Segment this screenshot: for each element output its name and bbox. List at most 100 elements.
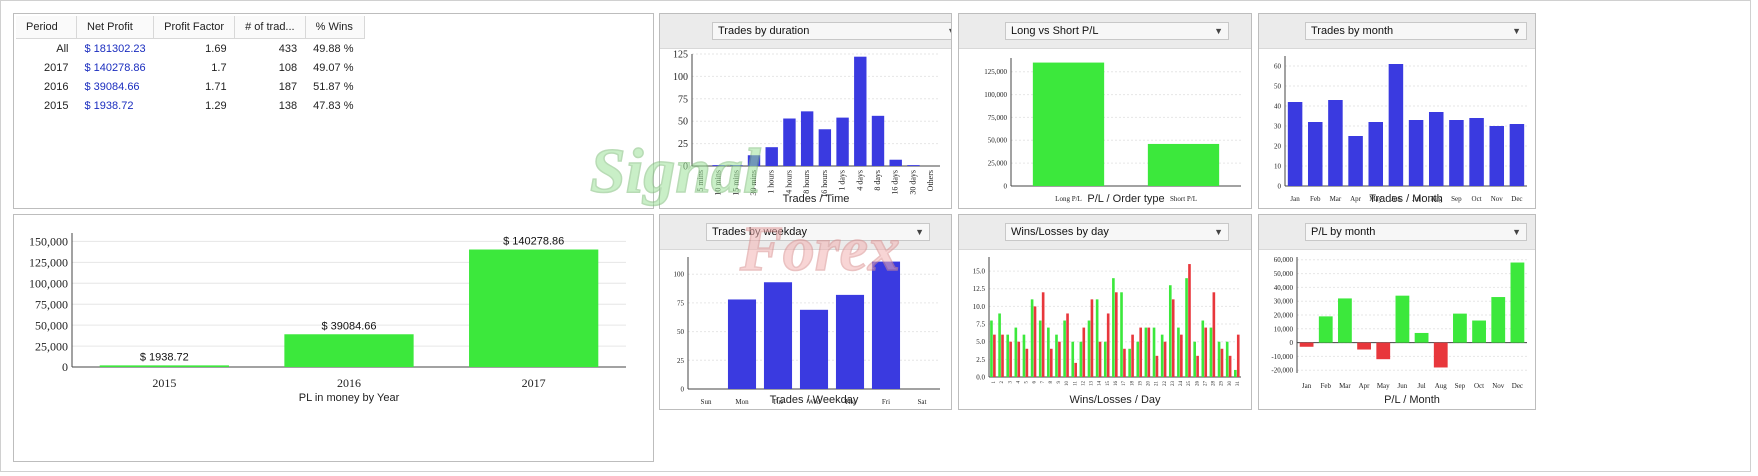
cell-period: All [56, 42, 69, 55]
x-tick-label: 2015 [152, 376, 176, 390]
dropdown-arrow-icon: ▼ [947, 23, 951, 39]
bar-loss [1033, 306, 1037, 377]
bar-loss [1025, 348, 1029, 377]
y-tick-label: 50 [677, 328, 685, 336]
x-tick-label: Sep [1455, 382, 1466, 390]
bar [1509, 124, 1525, 186]
x-tick-label: 5 [1025, 381, 1030, 384]
panel-header: Trades by weekday ▼ [660, 215, 951, 250]
chart-type-dropdown[interactable]: Trades by month ▼ [1305, 22, 1527, 40]
x-tick-label: May [1369, 195, 1382, 203]
x-tick-label: Wed [808, 398, 821, 406]
x-tick-label: 24 [1179, 381, 1184, 387]
chart-type-dropdown[interactable]: Trades by duration ▼ [712, 22, 951, 40]
y-tick-label: 75 [678, 94, 688, 105]
x-tick-label: Sat [918, 398, 927, 406]
cell-wins: 47.83 % [313, 99, 354, 112]
bar-win [1160, 334, 1164, 377]
dropdown-label: Wins/Losses by day [1011, 226, 1109, 238]
chart-type-dropdown[interactable]: Trades by weekday ▼ [706, 223, 930, 241]
bar-win [1006, 334, 1010, 377]
header-net-profit[interactable]: Net Profit [76, 16, 155, 39]
cell-wins: 49.88 % [313, 42, 354, 55]
cell-net-profit: $ 140278.86 [84, 61, 146, 74]
bar-win [1234, 369, 1237, 377]
bar-win [1112, 278, 1115, 377]
dropdown-arrow-icon: ▼ [915, 227, 924, 237]
cell-trades: 108 [278, 61, 298, 74]
bar-loss [1188, 264, 1191, 377]
y-tick-label: 125 [673, 50, 688, 61]
x-tick-label: 4 hours [784, 170, 793, 194]
bar-win [1103, 341, 1107, 377]
header-profit-factor[interactable]: Profit Factor [153, 16, 236, 39]
chart-type-dropdown[interactable]: Wins/Losses by day ▼ [1005, 223, 1229, 241]
y-tick-label: 60,000 [1274, 256, 1294, 264]
bar [1318, 316, 1333, 343]
bar [907, 165, 920, 166]
dropdown-arrow-icon: ▼ [1512, 227, 1521, 237]
y-tick-label: 40,000 [1274, 284, 1294, 292]
y-tick-label: 30 [1274, 122, 1282, 130]
bar [836, 117, 849, 166]
x-tick-label: 5 mins [696, 170, 705, 192]
x-tick-label: Nov [1492, 382, 1505, 390]
x-tick-label: 14 [1098, 381, 1103, 387]
y-tick-label: 0 [1004, 182, 1008, 190]
bar-loss [1155, 355, 1159, 377]
panel-header: P/L by month ▼ [1259, 215, 1535, 250]
panel-header: Trades by month ▼ [1259, 14, 1535, 49]
x-tick-label: 27 [1203, 381, 1208, 387]
header-period[interactable]: Period [16, 16, 77, 39]
y-tick-label: 100,000 [29, 276, 68, 290]
x-tick-label: Short P/L [1170, 195, 1197, 203]
data-label: $ 1938.72 [140, 351, 189, 363]
bar [1433, 342, 1448, 368]
y-tick-label: 20 [1274, 142, 1282, 150]
dropdown-label: Trades by weekday [712, 226, 807, 238]
x-tick-label: 28 [1212, 381, 1217, 387]
table-row[interactable]: 2015 $ 1938.72 1.29 138 47.83 % [16, 96, 364, 115]
bar [799, 309, 829, 389]
bar-loss [1009, 341, 1012, 377]
chart-type-dropdown[interactable]: P/L by month ▼ [1305, 223, 1527, 241]
bar-loss [1163, 341, 1167, 377]
cell-profit-factor: 1.71 [205, 80, 227, 93]
bar-win [1225, 341, 1229, 377]
y-tick-label: 50 [1274, 82, 1282, 90]
x-tick-label: Apr [1359, 382, 1371, 390]
x-tick-label: 16 [1114, 381, 1119, 387]
y-tick-label: 0.0 [976, 373, 985, 381]
y-tick-label: 50,000 [988, 137, 1008, 145]
bar-loss [1147, 327, 1151, 377]
bar [1428, 112, 1444, 186]
y-tick-label: 75,000 [35, 297, 68, 311]
bar-loss [1139, 327, 1143, 377]
x-tick-label: Thu [844, 398, 856, 406]
bar-loss [1066, 313, 1069, 377]
dropdown-label: Trades by duration [718, 25, 810, 37]
x-tick-label: 18 [1130, 381, 1135, 387]
bar [1510, 262, 1525, 343]
y-tick-label: 125,000 [29, 256, 68, 270]
bar-win [1144, 327, 1148, 377]
chart-title: Trades / Month [1369, 193, 1443, 205]
cell-trades: 138 [278, 99, 298, 112]
chart-type-dropdown[interactable]: Long vs Short P/L ▼ [1005, 22, 1229, 40]
x-tick-label: 1 days [838, 170, 847, 191]
x-tick-label: Apr [1350, 195, 1362, 203]
header-trades[interactable]: # of trad... [234, 16, 306, 39]
bar [1491, 297, 1506, 343]
bar [1453, 313, 1467, 343]
header-wins[interactable]: % Wins [305, 16, 365, 39]
bar-loss [1082, 327, 1086, 377]
x-tick-label: Jun [1398, 382, 1408, 390]
cell-net-profit: $ 1938.72 [84, 99, 134, 112]
table-row[interactable]: 2016 $ 39084.66 1.71 187 51.87 % [16, 77, 364, 96]
y-tick-label: 25 [678, 139, 688, 150]
table-row[interactable]: All $ 181302.23 1.69 433 49.88 % [16, 39, 364, 59]
table-row[interactable]: 2017 $ 140278.86 1.7 108 49.07 % [16, 58, 364, 77]
bar [765, 147, 778, 166]
x-tick-label: Mon [735, 398, 749, 406]
dropdown-label: Trades by month [1311, 25, 1394, 37]
